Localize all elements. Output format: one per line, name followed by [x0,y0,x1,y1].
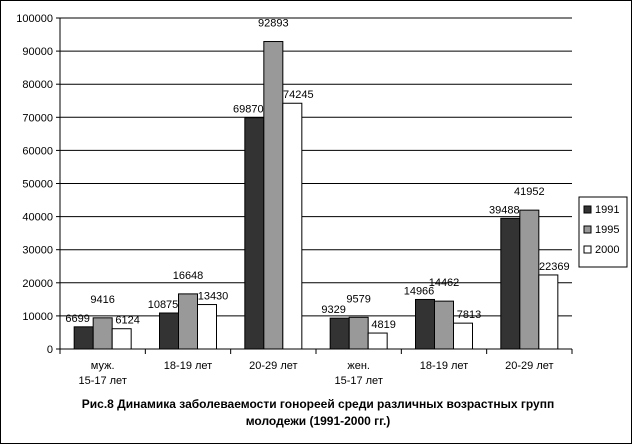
x-tick-label: 18-19 лет [164,360,212,372]
data-label: 22369 [539,261,570,273]
y-tick-label: 20000 [22,278,53,290]
bar-1995-1 [178,293,198,350]
bar-1995-2 [263,41,284,350]
bar-2000-0 [111,328,132,350]
legend-label-1995: 1995 [595,224,619,236]
x-tick-label: 18-19 лет [420,360,468,372]
bar-1995-3 [348,316,369,350]
bar-2000-2 [282,102,303,350]
bar-2000-3 [367,332,388,350]
data-label: 6699 [65,313,89,325]
data-label: 14462 [429,277,460,289]
y-tick-label: 100000 [16,13,53,25]
legend: 1991 1995 2000 [578,196,628,268]
data-label: 14966 [404,285,435,297]
y-tick-label: 40000 [22,212,53,224]
y-tick-label: 70000 [22,112,53,124]
bar-2000-1 [197,304,217,350]
data-label: 9579 [346,293,370,305]
y-axis-ticks: 0 10000 20000 30000 40000 50000 60000 70000 8000… [16,13,60,356]
bar-1995-5 [519,209,540,350]
legend-swatch-2000 [583,245,592,254]
bar-2000-4 [453,322,473,350]
data-label: 9416 [90,294,114,306]
bar-1991-3 [329,317,350,350]
bar-1991-2 [244,117,265,350]
data-label: 16648 [173,270,204,282]
y-tick-label: 0 [47,344,53,356]
bar-2000-5 [538,274,559,350]
x-tick-label: 20-29 лет [505,360,553,372]
data-label: 4819 [371,319,395,331]
x-tick-label: муж. [91,360,115,372]
x-tick-label: жен. [347,360,370,372]
legend-swatch-1995 [583,225,592,234]
y-tick-label: 80000 [22,79,53,91]
bar-1991-5 [500,217,521,350]
y-tick-label: 10000 [22,311,53,323]
data-label: 39488 [489,204,520,216]
data-label: 10875 [148,299,179,311]
data-labels-layer: 6699 10875 69870 9329 14966 39488 9416 16648 928… [65,18,569,332]
x-tick-label: 15-17 лет [334,375,382,387]
bar-1995-0 [92,317,113,350]
x-tick-label: 20-29 лет [249,360,297,372]
bar-1991-1 [159,312,179,350]
x-tick-label: 15-17 лет [78,375,126,387]
data-label: 92893 [258,18,289,30]
data-label: 41952 [514,186,545,198]
bars-layer [73,41,559,350]
y-tick-label: 90000 [22,46,53,58]
data-label: 69870 [233,104,264,116]
x-axis-ticks: муж. 15-17 лет 18-19 лет 20-29 лет жен. 15-17… [59,349,573,387]
bar-1995-4 [434,300,454,350]
bar-1991-0 [73,326,94,350]
data-label: 74245 [283,89,314,101]
grid-layer [60,17,572,317]
data-label: 7813 [457,309,481,321]
y-tick-label: 30000 [22,245,53,257]
legend-label-1991: 1991 [595,204,619,216]
caption-line-2: молодежи (1991-2000 гг.) [246,414,391,428]
legend-label-2000: 2000 [595,244,619,256]
caption-line-1: Рис.8 Динамика заболеваемости гонореей с… [82,397,554,411]
data-label: 6124 [115,315,139,327]
bar-1991-4 [415,298,435,350]
y-tick-label: 60000 [22,145,53,157]
data-label: 9329 [321,304,345,316]
y-tick-label: 50000 [22,179,53,191]
data-label: 13430 [198,291,229,303]
legend-swatch-1991 [583,205,592,214]
